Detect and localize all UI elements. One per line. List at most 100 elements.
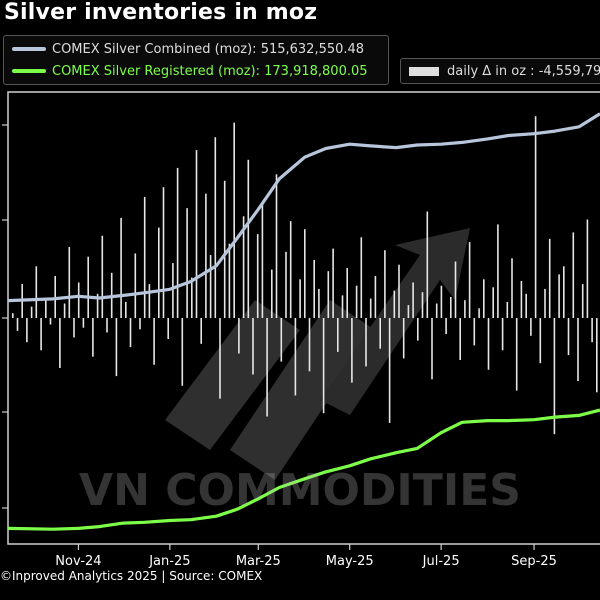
daily-bar [134, 253, 137, 318]
daily-bar [294, 318, 297, 396]
watermark-shape [165, 300, 300, 450]
daily-bar [426, 211, 429, 318]
daily-bar [228, 243, 231, 318]
daily-bar [148, 284, 151, 318]
daily-bar [534, 116, 537, 318]
daily-bar [435, 303, 438, 318]
daily-bar [421, 292, 424, 318]
legend-label-registered: COMEX Silver Registered (moz): 173,918,8… [52, 63, 368, 79]
daily-bar [530, 318, 532, 336]
x-tick-label: Jan-25 [148, 554, 190, 569]
daily-bar [153, 318, 155, 365]
daily-bar [176, 167, 179, 318]
daily-bar [280, 318, 283, 362]
daily-bar [96, 293, 99, 318]
daily-bar [558, 274, 560, 318]
daily-bar [266, 318, 268, 417]
daily-bar [478, 308, 480, 318]
daily-bar [515, 318, 518, 391]
daily-bar [308, 318, 311, 372]
series-line-combined [7, 112, 600, 303]
daily-bar [407, 305, 410, 318]
daily-bar [577, 318, 579, 381]
daily-bar [261, 203, 264, 318]
daily-bar [506, 301, 509, 318]
daily-bar [365, 318, 367, 367]
daily-bar [77, 282, 80, 318]
daily-bar [186, 208, 188, 318]
watermark-logo [165, 228, 470, 480]
daily-bar [492, 287, 494, 318]
legend-swatch-combined [12, 47, 46, 51]
daily-bar [417, 318, 419, 341]
daily-bar [87, 256, 89, 318]
x-tick-label: Sep-25 [511, 554, 557, 569]
daily-bar [501, 318, 504, 351]
series-line-registered [7, 408, 600, 531]
legend-daily: daily Δ in oz : -4,559,79 [400, 58, 600, 84]
x-tick-label: Jul-25 [422, 554, 460, 569]
daily-bar [82, 318, 85, 328]
daily-bar [200, 318, 202, 344]
daily-bar [12, 313, 14, 318]
legend-swatch-registered [12, 69, 46, 73]
daily-bar [115, 318, 118, 377]
y-axis-ticks [2, 124, 8, 509]
daily-bar [586, 219, 589, 318]
daily-bar [313, 259, 315, 318]
x-axis-ticks: Nov-24 Jan-25 Mar-25 May-25 Jul-25 Sep-25 [55, 544, 557, 569]
daily-bar [233, 122, 235, 318]
daily-bar [454, 261, 457, 318]
daily-bar [511, 258, 513, 318]
daily-bar [393, 290, 396, 318]
daily-bar [591, 318, 593, 343]
daily-bar [49, 318, 52, 325]
daily-bar [468, 242, 471, 318]
daily-bar [242, 216, 245, 318]
daily-bar [209, 255, 212, 318]
daily-bar [214, 137, 217, 318]
daily-bar [304, 229, 306, 318]
daily-bar [125, 301, 127, 318]
daily-bar [139, 318, 141, 330]
chart-title-text: Silver inventories in moz [4, 0, 318, 25]
daily-bar [195, 150, 198, 318]
daily-bar [322, 318, 325, 414]
daily-bar [54, 276, 56, 318]
daily-bar [374, 276, 377, 318]
daily-bar [384, 250, 386, 318]
legend-item-registered: COMEX Silver Registered (moz): 173,918,8… [12, 61, 368, 81]
daily-bar [252, 318, 254, 375]
daily-bar [544, 288, 546, 318]
daily-bar [172, 263, 174, 318]
daily-bar [73, 318, 75, 338]
daily-bar [355, 285, 358, 318]
daily-bar [596, 318, 598, 393]
daily-bar [63, 303, 66, 318]
daily-bar [346, 268, 348, 318]
daily-bar [16, 318, 19, 331]
daily-bar [275, 174, 278, 318]
daily-bar [106, 318, 108, 333]
daily-bar [388, 318, 391, 423]
daily-delta-bars [12, 116, 598, 435]
legend-label-combined: COMEX Silver Combined (moz): 515,632,550… [52, 41, 365, 57]
daily-bar [539, 318, 542, 364]
daily-bar [581, 284, 584, 318]
daily-bar [369, 298, 372, 318]
daily-bar [398, 264, 400, 318]
daily-bar [219, 318, 221, 399]
daily-bar [40, 318, 42, 351]
legend-swatch-daily [409, 66, 439, 76]
daily-bar [205, 193, 207, 318]
daily-bar [567, 318, 570, 356]
daily-bar [289, 221, 292, 318]
legend-primary: COMEX Silver Combined (moz): 515,632,550… [3, 35, 389, 85]
daily-bar [445, 318, 447, 335]
daily-bar [548, 238, 551, 318]
daily-bar [563, 266, 565, 318]
daily-bar [487, 318, 490, 370]
daily-bar [101, 235, 104, 318]
daily-bar [337, 318, 339, 352]
